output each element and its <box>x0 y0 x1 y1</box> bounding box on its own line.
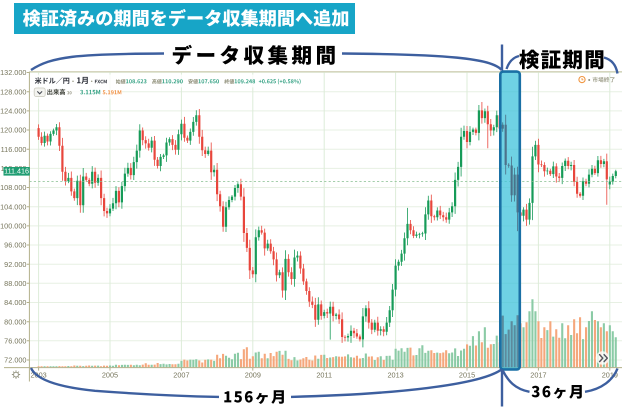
svg-text:2019: 2019 <box>602 371 618 380</box>
svg-text:120.000: 120.000 <box>0 126 26 135</box>
svg-text:124.000: 124.000 <box>0 106 26 115</box>
svg-text:2015: 2015 <box>459 371 475 380</box>
svg-text:108.000: 108.000 <box>0 183 26 192</box>
svg-text:132.000: 132.000 <box>0 68 26 77</box>
svg-text:2011: 2011 <box>316 371 332 380</box>
svg-text:96.000: 96.000 <box>4 241 26 250</box>
svg-text:84.000: 84.000 <box>4 298 26 307</box>
svg-text:72.000: 72.000 <box>4 356 26 365</box>
svg-text:111.416: 111.416 <box>4 167 29 176</box>
svg-text:128.000: 128.000 <box>0 87 26 96</box>
svg-text:92.000: 92.000 <box>4 260 26 269</box>
svg-text:2007: 2007 <box>173 371 189 380</box>
svg-text:2017: 2017 <box>530 371 546 380</box>
svg-text:116.000: 116.000 <box>1 145 27 154</box>
svg-text:2005: 2005 <box>102 371 118 380</box>
svg-text:104.000: 104.000 <box>0 202 26 211</box>
svg-text:80.000: 80.000 <box>4 317 26 326</box>
svg-text:76.000: 76.000 <box>4 336 26 345</box>
svg-text:2009: 2009 <box>245 371 261 380</box>
svg-text:88.000: 88.000 <box>4 279 26 288</box>
svg-text:100.000: 100.000 <box>0 221 26 230</box>
svg-text:2013: 2013 <box>387 371 403 380</box>
